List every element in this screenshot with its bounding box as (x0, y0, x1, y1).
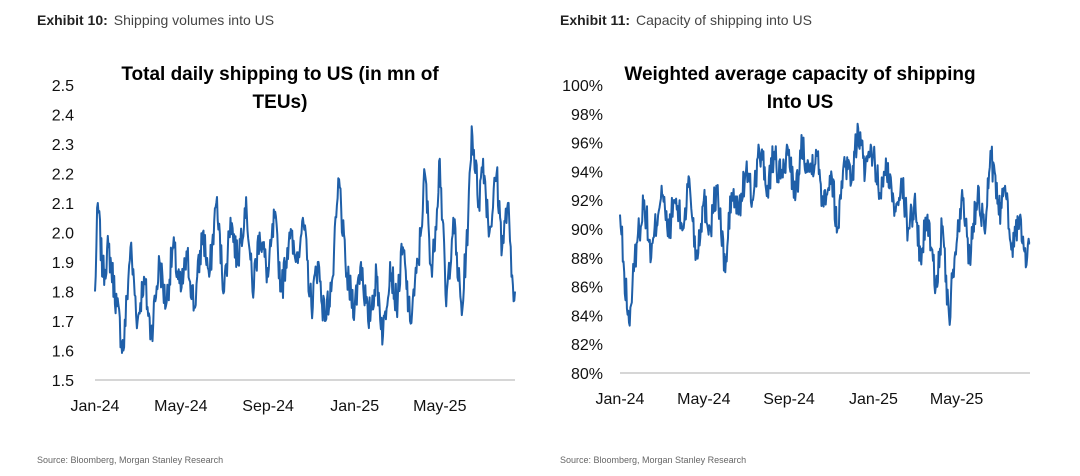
y-tick-label: 84% (571, 308, 603, 325)
x-tick-label: Jan-25 (330, 398, 379, 415)
y-tick-label: 2.4 (52, 108, 74, 125)
y-tick-label: 86% (571, 280, 603, 297)
y-tick-label: 82% (571, 337, 603, 354)
source-note: Source: Bloomberg, Morgan Stanley Resear… (560, 455, 747, 465)
y-tick-label: 2.1 (52, 196, 74, 213)
chart-title-line: Into US (767, 92, 834, 113)
x-tick-label: Jan-25 (849, 391, 898, 408)
y-tick-label: 80% (571, 366, 603, 383)
y-tick-label: 2.2 (52, 167, 74, 184)
series-line (94, 125, 516, 354)
source-note: Source: Bloomberg, Morgan Stanley Resear… (37, 455, 224, 465)
chart-shipping-capacity: Weighted average capacity of shipping Int… (540, 0, 1080, 440)
x-tick-label: May-24 (677, 391, 730, 408)
y-tick-label: 98% (571, 107, 603, 124)
y-tick-label: 2.3 (52, 137, 74, 154)
shipping-volumes-plot: Total daily shipping to US (in mn of TEUs… (52, 64, 516, 415)
y-tick-label: 2.0 (52, 226, 74, 243)
chart-title-line: TEUs) (253, 92, 308, 113)
x-tick-label: May-25 (930, 391, 983, 408)
chart-title-line: Total daily shipping to US (in mn of (121, 64, 439, 85)
x-tick-label: Jan-24 (596, 391, 645, 408)
y-tick-label: 94% (571, 164, 603, 181)
y-tick-label: 96% (571, 136, 603, 153)
y-tick-label: 1.8 (52, 285, 74, 302)
shipping-capacity-plot: Weighted average capacity of shipping Int… (562, 64, 1031, 408)
x-tick-label: Sep-24 (763, 391, 815, 408)
y-tick-label: 1.5 (52, 373, 74, 390)
y-tick-label: 1.7 (52, 314, 74, 331)
y-tick-label: 2.5 (52, 78, 74, 95)
y-tick-label: 92% (571, 193, 603, 210)
exhibit-description: Shipping volumes into US (113, 12, 275, 28)
y-tick-label: 100% (562, 78, 603, 95)
x-tick-label: Sep-24 (242, 398, 294, 415)
chart-title-line: Weighted average capacity of shipping (624, 64, 975, 85)
y-tick-label: 1.6 (52, 344, 74, 361)
x-tick-label: May-24 (154, 398, 207, 415)
y-tick-label: 88% (571, 251, 603, 268)
x-tick-label: May-25 (413, 398, 466, 415)
chart-shipping-volumes: Total daily shipping to US (in mn of TEUs… (0, 0, 530, 440)
exhibit-10-caption: Exhibit 10: Shipping volumes into US (37, 12, 274, 28)
exhibit-number: Exhibit 10: (37, 12, 108, 28)
y-tick-label: 1.9 (52, 255, 74, 272)
x-tick-label: Jan-24 (71, 398, 120, 415)
exhibit-description: Capacity of shipping into US (636, 12, 812, 28)
y-tick-label: 90% (571, 222, 603, 239)
series-line (619, 122, 1031, 327)
exhibit-11-caption: Exhibit 11: Capacity of shipping into US (560, 12, 812, 28)
exhibit-number: Exhibit 11: (560, 12, 631, 28)
